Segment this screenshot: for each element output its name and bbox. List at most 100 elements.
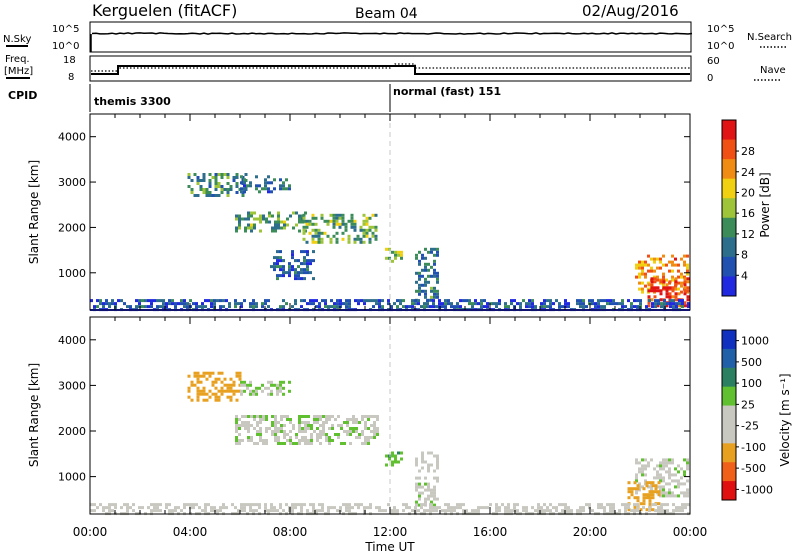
echo-cell bbox=[247, 436, 250, 439]
echo-cell bbox=[603, 305, 606, 309]
echo-cell bbox=[202, 173, 206, 176]
echo-cell bbox=[662, 280, 666, 284]
echo-cell bbox=[282, 187, 285, 191]
echo-cell bbox=[662, 263, 665, 267]
echo-cell bbox=[373, 424, 376, 427]
echo-cell bbox=[274, 226, 277, 230]
echo-cell bbox=[597, 506, 600, 510]
echo-cell bbox=[298, 220, 301, 224]
echo-cell bbox=[232, 179, 236, 182]
echo-cell bbox=[288, 262, 291, 266]
echo-cell bbox=[210, 299, 213, 303]
echo-cell bbox=[364, 424, 367, 427]
echo-cell bbox=[211, 392, 215, 396]
echo-cell bbox=[302, 213, 306, 217]
echo-cell bbox=[579, 506, 582, 510]
echo-cell bbox=[666, 302, 669, 306]
echo-cell bbox=[294, 274, 297, 278]
echo-cell bbox=[368, 240, 372, 244]
echo-cell bbox=[280, 427, 283, 430]
echo-cell bbox=[671, 286, 675, 290]
echo-cell bbox=[195, 302, 198, 306]
echo-cell bbox=[159, 299, 162, 303]
echo-cell bbox=[411, 302, 414, 306]
echo-cell bbox=[308, 222, 312, 226]
echo-cell bbox=[270, 190, 273, 194]
echo-cell bbox=[660, 503, 663, 507]
echo-cell bbox=[627, 503, 630, 507]
echo-cell bbox=[352, 421, 355, 424]
echo-cell bbox=[357, 506, 360, 510]
echo-cell bbox=[328, 415, 331, 418]
echo-cell bbox=[323, 219, 327, 223]
echo-cell bbox=[597, 305, 600, 309]
echo-cell bbox=[319, 436, 322, 439]
echo-cell bbox=[264, 187, 267, 191]
echo-cell bbox=[680, 467, 683, 471]
echo-cell bbox=[424, 289, 427, 293]
echo-cell bbox=[489, 503, 492, 507]
echo-cell bbox=[238, 377, 242, 381]
echo-cell bbox=[319, 442, 322, 445]
echo-cell bbox=[683, 292, 687, 296]
echo-cell bbox=[669, 305, 672, 309]
echo-cell bbox=[507, 509, 510, 513]
echo-cell bbox=[567, 302, 570, 306]
echo-cell bbox=[662, 479, 665, 483]
echo-cell bbox=[534, 509, 537, 513]
echo-cell bbox=[665, 461, 668, 465]
echo-cell bbox=[310, 442, 313, 445]
echo-cell bbox=[337, 424, 340, 427]
echo-cell bbox=[267, 175, 270, 179]
echo-cell bbox=[252, 503, 255, 507]
echo-cell bbox=[672, 305, 675, 309]
echo-cell bbox=[283, 415, 286, 418]
echo-cell bbox=[105, 299, 108, 303]
echo-cell bbox=[683, 260, 686, 264]
echo-cell bbox=[540, 305, 543, 309]
echo-cell bbox=[364, 436, 367, 439]
echo-cell bbox=[342, 503, 345, 507]
echo-cell bbox=[317, 240, 321, 244]
echo-cell bbox=[576, 302, 579, 306]
echo-cell bbox=[247, 427, 250, 430]
echo-cell bbox=[686, 295, 690, 299]
echo-cell bbox=[90, 509, 93, 513]
echo-cell bbox=[426, 305, 429, 309]
echo-cell bbox=[301, 439, 304, 442]
echo-cell bbox=[418, 292, 421, 296]
echo-cell bbox=[186, 503, 189, 507]
echo-cell bbox=[267, 509, 270, 513]
echo-cell bbox=[662, 275, 665, 279]
echo-cell bbox=[262, 418, 265, 421]
echo-cell bbox=[217, 377, 221, 381]
echo-cell bbox=[271, 229, 274, 233]
echo-cell bbox=[201, 509, 204, 513]
echo-cell bbox=[177, 506, 180, 510]
echo-cell bbox=[662, 458, 665, 462]
echo-cell bbox=[295, 436, 298, 439]
echo-cell bbox=[609, 509, 612, 513]
echo-cell bbox=[298, 430, 301, 433]
echo-cell bbox=[662, 464, 665, 468]
echo-cell bbox=[471, 305, 474, 309]
echo-cell bbox=[447, 506, 450, 510]
colorbar-tick-label: 4 bbox=[741, 269, 748, 282]
echo-cell bbox=[498, 509, 501, 513]
echo-cell bbox=[340, 427, 343, 430]
echo-cell bbox=[304, 427, 307, 430]
echo-cell bbox=[305, 240, 309, 244]
echo-cell bbox=[495, 506, 498, 510]
echo-cell bbox=[600, 299, 603, 303]
echo-cell bbox=[274, 430, 277, 433]
echo-cell bbox=[686, 298, 690, 302]
echo-cell bbox=[304, 430, 307, 433]
echo-cell bbox=[315, 299, 318, 303]
echo-cell bbox=[261, 305, 264, 309]
echo-cell bbox=[415, 503, 418, 507]
echo-cell bbox=[279, 305, 282, 309]
echo-cell bbox=[558, 302, 561, 306]
echo-cell bbox=[300, 305, 303, 309]
echo-cell bbox=[235, 415, 238, 418]
echo-cell bbox=[642, 506, 645, 510]
